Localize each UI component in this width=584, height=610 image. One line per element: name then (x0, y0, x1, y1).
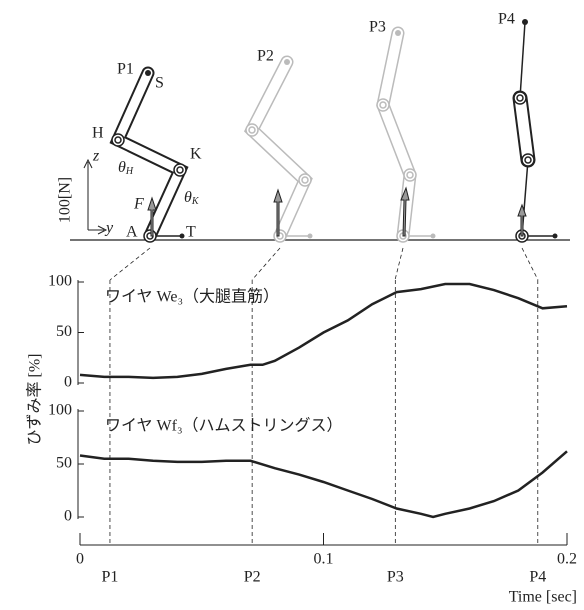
point-label: S (155, 75, 164, 92)
pose-4 (514, 19, 558, 242)
angle-label: θK (184, 189, 200, 208)
pose-label: P2 (257, 48, 274, 65)
figure: z y 100[N] P1 S H K A T F θH θK P2 P3 (0, 0, 584, 610)
z-label: z (92, 148, 100, 165)
point-label: T (186, 224, 196, 241)
force-scale: 100[N] (57, 177, 74, 223)
pose-label: P3 (369, 19, 386, 36)
y-tick-label: 0 (64, 374, 72, 391)
phase-label: P2 (244, 569, 261, 586)
pose-3 (377, 30, 436, 242)
x-tick-label: 0.2 (557, 551, 577, 568)
y-tick-label: 50 (56, 455, 72, 472)
phase-label: P3 (387, 569, 404, 586)
y-axis-label: ひずみ率 [%] (26, 354, 44, 446)
pose-label: P1 (117, 61, 134, 78)
y-tick-label: 100 (48, 273, 72, 290)
data-line (80, 451, 567, 517)
x-axis-label: Time [sec] (509, 589, 577, 606)
force-label: F (133, 196, 144, 213)
pose-2 (246, 59, 313, 242)
pose-connectors (110, 248, 538, 280)
y-tick-label: 0 (64, 508, 72, 525)
angle-label: θH (118, 159, 134, 178)
point-label: H (92, 125, 104, 142)
coordinate-axes (84, 160, 106, 234)
phase-label: P4 (529, 569, 546, 586)
y-tick-label: 100 (48, 402, 72, 419)
pose-label: P4 (498, 11, 515, 28)
series-label: ワイヤ We₃（大腿直筋） (105, 288, 279, 306)
x-tick-label: 0.1 (314, 551, 334, 568)
y-label: y (104, 220, 114, 237)
series-label: ワイヤ Wf₃（ハムストリングス） (105, 417, 343, 435)
pose-1 (112, 70, 186, 242)
x-tick-label: 0 (76, 551, 84, 568)
phase-label: P1 (101, 569, 118, 586)
point-label: A (126, 224, 138, 241)
point-label: K (190, 146, 202, 163)
y-tick-label: 50 (56, 323, 72, 340)
